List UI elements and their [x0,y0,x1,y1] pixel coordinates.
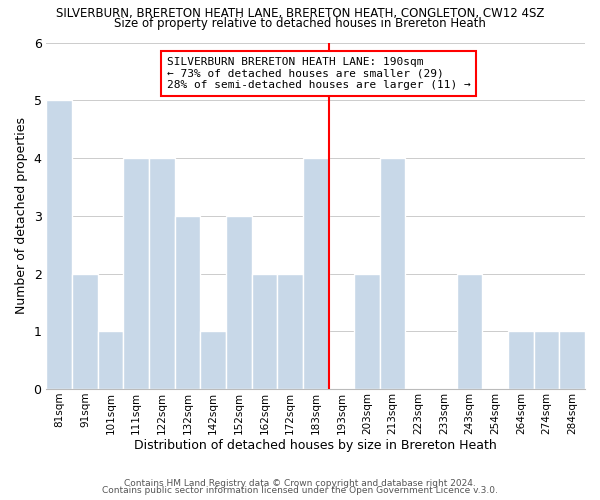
Bar [200,332,226,389]
Bar [175,216,200,389]
Bar [508,332,534,389]
Text: Contains public sector information licensed under the Open Government Licence v.: Contains public sector information licen… [102,486,498,495]
Bar [72,274,98,389]
Bar [46,100,72,389]
Bar [534,332,559,389]
X-axis label: Distribution of detached houses by size in Brereton Heath: Distribution of detached houses by size … [134,440,497,452]
Bar [149,158,175,389]
Bar [457,274,482,389]
Bar [251,274,277,389]
Text: Size of property relative to detached houses in Brereton Heath: Size of property relative to detached ho… [114,16,486,30]
Bar [354,274,380,389]
Bar [226,216,251,389]
Bar [380,158,406,389]
Bar [303,158,329,389]
Bar [559,332,585,389]
Text: Contains HM Land Registry data © Crown copyright and database right 2024.: Contains HM Land Registry data © Crown c… [124,478,476,488]
Bar [277,274,303,389]
Text: SILVERBURN BRERETON HEATH LANE: 190sqm
← 73% of detached houses are smaller (29): SILVERBURN BRERETON HEATH LANE: 190sqm ←… [167,57,471,90]
Text: SILVERBURN, BRERETON HEATH LANE, BRERETON HEATH, CONGLETON, CW12 4SZ: SILVERBURN, BRERETON HEATH LANE, BRERETO… [56,8,544,20]
Bar [124,158,149,389]
Y-axis label: Number of detached properties: Number of detached properties [15,118,28,314]
Bar [98,332,124,389]
